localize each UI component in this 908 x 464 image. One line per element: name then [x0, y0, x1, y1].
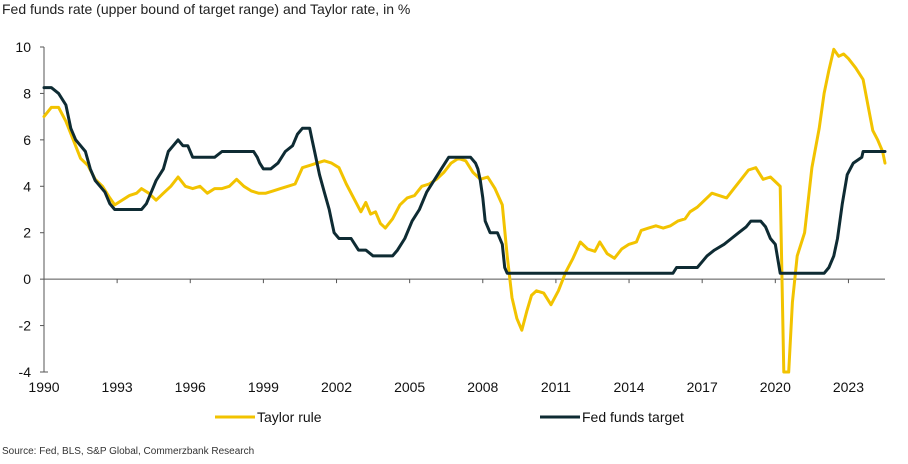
x-tick-label: 2023	[833, 379, 864, 395]
legend: Taylor rule Fed funds target	[215, 409, 684, 425]
y-tick-label: 8	[23, 85, 31, 101]
x-tick-label: 2002	[321, 379, 352, 395]
x-tick-label: 1999	[248, 379, 279, 395]
y-tick-label: 6	[23, 132, 31, 148]
legend-label: Taylor rule	[257, 409, 322, 425]
y-tick-labels: 10 8 6 4 2 0 -2 -4	[15, 39, 44, 380]
y-tick-label: 4	[23, 178, 31, 194]
y-tick-label: -4	[19, 364, 32, 380]
x-tick-label: 2005	[394, 379, 425, 395]
x-tick-label: 2014	[613, 379, 644, 395]
source-note: Source: Fed, BLS, S&P Global, Commerzban…	[2, 446, 255, 457]
y-tick-label: 10	[15, 39, 31, 55]
chart-title: Fed funds rate (upper bound of target ra…	[2, 1, 411, 17]
x-tick-label: 1990	[28, 379, 59, 395]
x-tick-label: 1996	[175, 379, 206, 395]
series-lines	[42, 47, 887, 374]
x-tick-label: 2011	[541, 379, 571, 395]
line-chart: 10 8 6 4 2 0 -2 -4 1990 1993 1996 1999 2002 2005 2008…	[15, 39, 887, 425]
y-tick-label: -2	[19, 318, 32, 334]
x-tick-label: 2008	[467, 379, 498, 395]
x-tick-label: 1993	[102, 379, 133, 395]
y-tick-label: 2	[23, 225, 31, 241]
x-tick-label: 2017	[687, 379, 718, 395]
x-tick-labels: 1990 1993 1996 1999 2002 2005 2008 2011 2014 2017…	[28, 279, 864, 395]
x-tick-label: 2020	[760, 379, 791, 395]
y-tick-label: 0	[23, 271, 31, 287]
series-line-fed-funds-target	[42, 86, 887, 275]
legend-label: Fed funds target	[582, 409, 684, 425]
axes	[43, 47, 885, 373]
series-line-taylor-rule	[42, 47, 887, 374]
